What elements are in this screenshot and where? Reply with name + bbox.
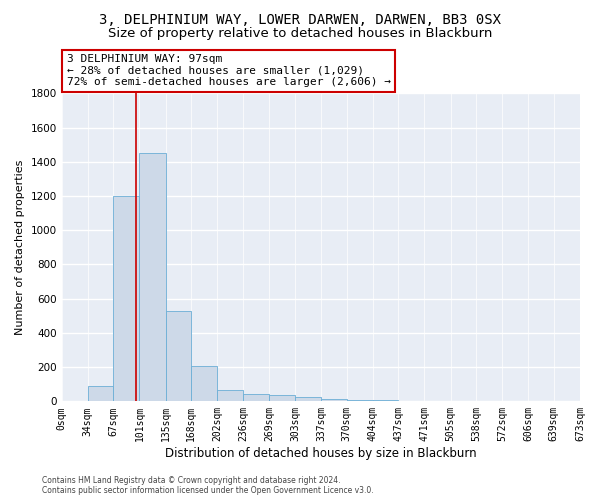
Bar <box>88 386 113 402</box>
Text: 3 DELPHINIUM WAY: 97sqm
← 28% of detached houses are smaller (1,029)
72% of semi: 3 DELPHINIUM WAY: 97sqm ← 28% of detache… <box>67 54 391 87</box>
Bar <box>347 400 373 402</box>
Bar <box>321 399 347 402</box>
Bar <box>113 196 139 402</box>
Bar <box>373 400 398 402</box>
Bar <box>269 396 295 402</box>
Y-axis label: Number of detached properties: Number of detached properties <box>15 160 25 335</box>
Bar <box>398 401 424 402</box>
X-axis label: Distribution of detached houses by size in Blackburn: Distribution of detached houses by size … <box>165 447 476 460</box>
Text: 3, DELPHINIUM WAY, LOWER DARWEN, DARWEN, BB3 0SX: 3, DELPHINIUM WAY, LOWER DARWEN, DARWEN,… <box>99 12 501 26</box>
Text: Contains HM Land Registry data © Crown copyright and database right 2024.
Contai: Contains HM Land Registry data © Crown c… <box>42 476 374 495</box>
Bar <box>244 394 269 402</box>
Bar <box>217 390 244 402</box>
Bar <box>191 366 217 402</box>
Bar <box>139 154 166 402</box>
Bar <box>166 310 191 402</box>
Text: Size of property relative to detached houses in Blackburn: Size of property relative to detached ho… <box>108 28 492 40</box>
Bar <box>295 396 321 402</box>
